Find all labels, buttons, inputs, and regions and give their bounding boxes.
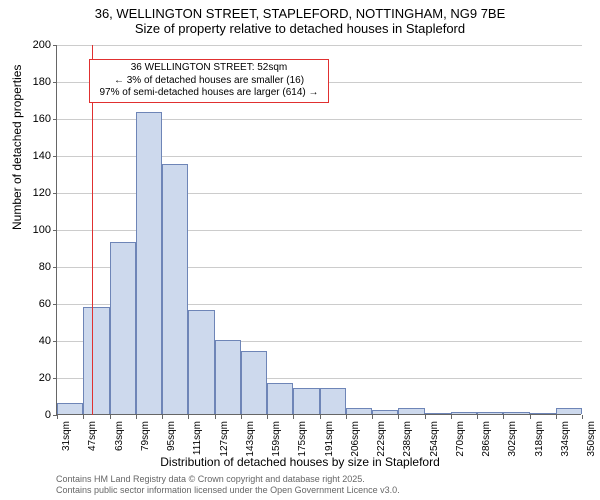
histogram-bar — [110, 242, 136, 414]
xtick-mark — [110, 415, 111, 419]
histogram-bar — [188, 310, 214, 414]
xtick-mark — [241, 415, 242, 419]
xtick-label: 47sqm — [87, 421, 98, 451]
ytick-label: 20 — [21, 372, 51, 384]
ytick-label: 0 — [21, 409, 51, 421]
xtick-mark — [398, 415, 399, 419]
xtick-label: 191sqm — [324, 421, 335, 457]
xtick-mark — [162, 415, 163, 419]
xtick-label: 254sqm — [429, 421, 440, 457]
annotation-line: ← 3% of detached houses are smaller (16) — [96, 75, 322, 88]
xtick-label: 111sqm — [192, 421, 203, 455]
ytick-mark — [53, 119, 57, 120]
title-line2: Size of property relative to detached ho… — [0, 21, 600, 36]
histogram-bar — [425, 413, 451, 414]
xtick-mark — [372, 415, 373, 419]
xtick-label: 206sqm — [350, 421, 361, 457]
xtick-label: 270sqm — [455, 421, 466, 457]
chart-area: 02040608010012014016018020031sqm47sqm63s… — [56, 45, 581, 415]
histogram-bar — [556, 408, 582, 414]
ytick-mark — [53, 156, 57, 157]
xtick-mark — [425, 415, 426, 419]
ytick-label: 160 — [21, 113, 51, 125]
annotation-line: 97% of semi-detached houses are larger (… — [96, 87, 322, 100]
gridline — [57, 45, 582, 46]
xtick-label: 222sqm — [376, 421, 387, 457]
histogram-bar — [136, 112, 162, 414]
histogram-bar — [503, 412, 529, 414]
xtick-mark — [556, 415, 557, 419]
xtick-mark — [188, 415, 189, 419]
ytick-label: 60 — [21, 298, 51, 310]
xtick-mark — [530, 415, 531, 419]
xtick-label: 350sqm — [586, 421, 597, 457]
ytick-mark — [53, 378, 57, 379]
xtick-mark — [320, 415, 321, 419]
ytick-label: 120 — [21, 187, 51, 199]
ytick-label: 180 — [21, 76, 51, 88]
xtick-label: 79sqm — [140, 421, 151, 451]
chart-title-block: 36, WELLINGTON STREET, STAPLEFORD, NOTTI… — [0, 0, 600, 36]
ytick-label: 80 — [21, 261, 51, 273]
ytick-label: 140 — [21, 150, 51, 162]
ytick-mark — [53, 45, 57, 46]
xtick-label: 286sqm — [481, 421, 492, 457]
ytick-label: 100 — [21, 224, 51, 236]
title-line1: 36, WELLINGTON STREET, STAPLEFORD, NOTTI… — [0, 6, 600, 21]
histogram-bar — [320, 388, 346, 414]
xtick-label: 334sqm — [560, 421, 571, 457]
ytick-mark — [53, 82, 57, 83]
xtick-mark — [136, 415, 137, 419]
xtick-label: 318sqm — [534, 421, 545, 457]
xtick-label: 31sqm — [61, 421, 72, 451]
xtick-label: 143sqm — [245, 421, 256, 457]
histogram-bar — [530, 413, 556, 414]
histogram-bar — [477, 412, 503, 414]
histogram-bar — [162, 164, 188, 414]
xtick-mark — [582, 415, 583, 419]
ytick-mark — [53, 193, 57, 194]
ytick-mark — [53, 304, 57, 305]
ytick-mark — [53, 341, 57, 342]
annotation-line: 36 WELLINGTON STREET: 52sqm — [96, 62, 322, 75]
histogram-bar — [83, 307, 109, 414]
ytick-label: 40 — [21, 335, 51, 347]
ytick-mark — [53, 267, 57, 268]
ytick-label: 200 — [21, 39, 51, 51]
footer-line2: Contains public sector information licen… — [56, 485, 400, 495]
annotation-box: 36 WELLINGTON STREET: 52sqm← 3% of detac… — [89, 59, 329, 103]
histogram-bar — [241, 351, 267, 414]
xtick-mark — [293, 415, 294, 419]
xtick-mark — [215, 415, 216, 419]
histogram-bar — [267, 383, 293, 414]
xtick-label: 175sqm — [297, 421, 308, 457]
xtick-label: 238sqm — [402, 421, 413, 457]
xtick-mark — [267, 415, 268, 419]
xtick-label: 63sqm — [114, 421, 125, 451]
plot-region: 02040608010012014016018020031sqm47sqm63s… — [56, 45, 581, 415]
xtick-label: 95sqm — [166, 421, 177, 451]
histogram-bar — [215, 340, 241, 414]
xtick-mark — [477, 415, 478, 419]
xtick-mark — [346, 415, 347, 419]
xtick-label: 159sqm — [271, 421, 282, 457]
y-axis-label: Number of detached properties — [10, 65, 24, 230]
histogram-bar — [451, 412, 477, 414]
histogram-bar — [293, 388, 319, 414]
histogram-bar — [57, 403, 83, 414]
xtick-mark — [503, 415, 504, 419]
histogram-bar — [372, 410, 398, 414]
xtick-mark — [451, 415, 452, 419]
xtick-mark — [83, 415, 84, 419]
ytick-mark — [53, 230, 57, 231]
histogram-bar — [346, 408, 372, 414]
xtick-label: 127sqm — [219, 421, 230, 457]
xtick-label: 302sqm — [507, 421, 518, 457]
x-axis-label: Distribution of detached houses by size … — [0, 455, 600, 469]
footer-line1: Contains HM Land Registry data © Crown c… — [56, 474, 365, 484]
histogram-bar — [398, 408, 424, 414]
xtick-mark — [57, 415, 58, 419]
